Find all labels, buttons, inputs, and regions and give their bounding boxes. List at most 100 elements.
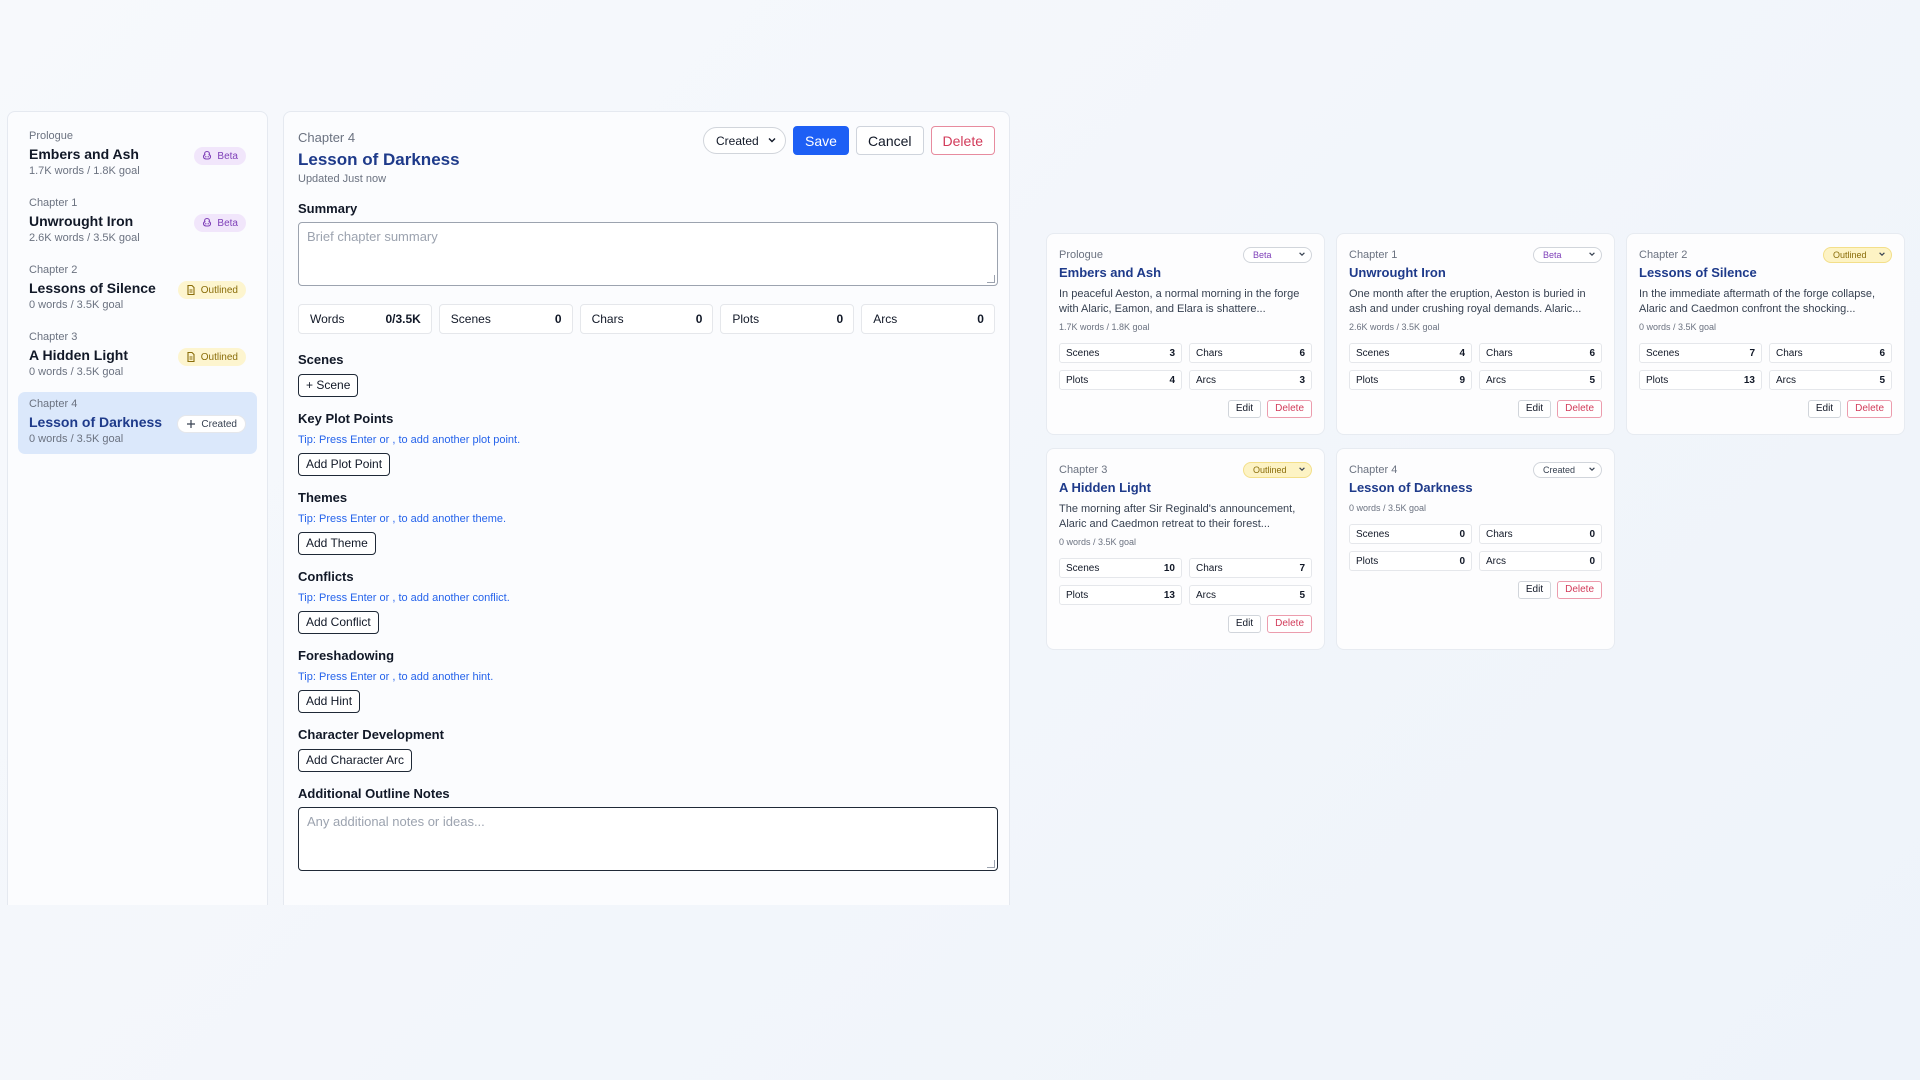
card-edit-button[interactable]: Edit: [1227, 400, 1262, 418]
card-delete-button[interactable]: Delete: [1267, 615, 1312, 633]
card-delete-button[interactable]: Delete: [1557, 400, 1602, 418]
card-delete-button[interactable]: Delete: [1847, 400, 1892, 418]
save-button[interactable]: Save: [793, 126, 849, 155]
stat-value: 0: [1589, 555, 1595, 567]
add-hint-button[interactable]: Add Hint: [298, 690, 361, 713]
card-stat-scenes: Scenes 0: [1349, 524, 1472, 544]
stat-label: Scenes: [450, 312, 491, 326]
foreshadowing-tip: Tip: Press Enter or , to add another hin…: [298, 671, 494, 683]
stat-value: 0: [695, 312, 703, 326]
stat-label: Chars: [1196, 347, 1223, 359]
stat-label: Scenes: [1066, 562, 1100, 574]
stat-plots: Plots 0: [720, 304, 855, 334]
stat-value: 5: [1879, 374, 1885, 386]
card-title: Lesson of Darkness: [1349, 480, 1473, 495]
add-character-arc-button[interactable]: Add Character Arc: [298, 749, 413, 772]
chapter-title: Embers and Ash: [29, 146, 139, 162]
stat-value: 0: [836, 312, 844, 326]
stat-label: Chars: [1196, 562, 1223, 574]
chevron-down-icon: [767, 134, 777, 148]
card-delete-button[interactable]: Delete: [1267, 400, 1312, 418]
stat-label: Arcs: [1486, 374, 1506, 386]
stat-label: Scenes: [1356, 347, 1390, 359]
plot-points-heading: Key Plot Points: [298, 411, 394, 426]
card-stats: Scenes 4 Chars 6 Plots 9 Arcs 5: [1349, 343, 1602, 390]
stat-label: Words: [310, 312, 345, 326]
chapter-label: Chapter 4: [29, 398, 78, 410]
card-stat-plots: Plots 9: [1349, 370, 1472, 390]
card-status-select[interactable]: Beta: [1243, 247, 1312, 263]
stats-row: Words 0/3.5K Scenes 0 Chars 0 Plots 0 Arcs 0: [298, 304, 995, 334]
card-stats: Scenes 7 Chars 6 Plots 13 Arcs 5: [1639, 343, 1892, 390]
sidebar-item-chapter-4[interactable]: Chapter 4 Lesson of Darkness 0 words / 3…: [18, 392, 257, 454]
status-select[interactable]: Created: [703, 127, 787, 154]
card-status-select[interactable]: Outlined: [1243, 462, 1312, 478]
card-stats: Scenes 3 Chars 6 Plots 4 Arcs 3: [1059, 343, 1312, 390]
outline-notes-heading: Additional Outline Notes: [298, 786, 450, 801]
add-plot-point-button[interactable]: Add Plot Point: [298, 453, 391, 476]
card-edit-button[interactable]: Edit: [1517, 581, 1552, 599]
summary-input[interactable]: Brief chapter summary: [298, 222, 998, 286]
word-count: 0 words / 3.5K goal: [29, 433, 124, 445]
card-summary: One month after the eruption, Aeston is …: [1349, 288, 1586, 315]
card-edit-button[interactable]: Edit: [1227, 615, 1262, 633]
themes-tip: Tip: Press Enter or , to add another the…: [298, 513, 507, 525]
card-delete-button[interactable]: Delete: [1557, 581, 1602, 599]
outline-notes-placeholder: Any additional notes or ideas...: [307, 814, 485, 829]
stat-value: 3: [1169, 347, 1175, 359]
stat-value: 3: [1299, 374, 1305, 386]
card-stat-scenes: Scenes 7: [1639, 343, 1762, 363]
chapter-title: Lesson of Darkness: [29, 414, 163, 430]
card-edit-button[interactable]: Edit: [1517, 400, 1552, 418]
delete-button[interactable]: Delete: [930, 126, 995, 155]
card-status-select[interactable]: Outlined: [1823, 247, 1892, 263]
stat-label: Scenes: [1356, 528, 1390, 540]
scenes-heading: Scenes: [298, 352, 344, 367]
stat-value: 13: [1743, 374, 1755, 386]
chapter-label: Chapter 3: [29, 331, 78, 343]
stat-value: 4: [1459, 347, 1465, 359]
word-count: 1.7K words / 1.8K goal: [29, 165, 140, 177]
sidebar-item-chapter-1[interactable]: Chapter 1 Unwrought Iron 2.6K words / 3.…: [18, 191, 257, 253]
chapter-card-chapter-1[interactable]: Chapter 1 Unwrought Iron Beta One month …: [1336, 233, 1615, 435]
stat-value: 6: [1299, 347, 1305, 359]
card-actions: Edit Delete: [1349, 400, 1602, 418]
stat-value: 7: [1749, 347, 1755, 359]
chapter-card-chapter-3[interactable]: Chapter 3 A Hidden Light Outlined The mo…: [1046, 448, 1325, 650]
chevron-down-icon: [1588, 465, 1596, 475]
add-theme-button[interactable]: Add Theme: [298, 532, 376, 555]
card-stat-scenes: Scenes 10: [1059, 558, 1182, 578]
document-icon: [185, 284, 197, 296]
card-actions: Edit Delete: [1059, 400, 1312, 418]
beta-icon: [201, 150, 213, 162]
add-scene-button[interactable]: + Scene: [298, 374, 359, 397]
card-stat-plots: Plots 4: [1059, 370, 1182, 390]
card-word-count: 0 words / 3.5K goal: [1059, 537, 1137, 547]
foreshadowing-heading: Foreshadowing: [298, 648, 395, 663]
chapter-card-prologue[interactable]: Prologue Embers and Ash Beta In peaceful…: [1046, 233, 1325, 435]
plus-icon: [185, 418, 197, 430]
chapter-card-chapter-4[interactable]: Chapter 4 Lesson of Darkness Created 0 w…: [1336, 448, 1615, 650]
add-conflict-button[interactable]: Add Conflict: [298, 611, 379, 634]
outline-notes-input[interactable]: Any additional notes or ideas...: [298, 807, 998, 871]
chapter-card-chapter-2[interactable]: Chapter 2 Lessons of Silence Outlined In…: [1626, 233, 1905, 435]
stat-value: 0: [1459, 528, 1465, 540]
beta-icon: [201, 217, 213, 229]
card-stat-arcs: Arcs 5: [1769, 370, 1892, 390]
card-stat-chars: Chars 6: [1769, 343, 1892, 363]
sidebar-item-prologue[interactable]: Prologue Embers and Ash 1.7K words / 1.8…: [18, 124, 257, 186]
stat-label: Chars: [591, 312, 624, 326]
cancel-button[interactable]: Cancel: [855, 126, 924, 155]
chapter-title: Lessons of Silence: [29, 280, 156, 296]
stat-value: 0: [1459, 555, 1465, 567]
card-edit-button[interactable]: Edit: [1807, 400, 1842, 418]
card-status-select[interactable]: Created: [1533, 462, 1602, 478]
sidebar-item-chapter-2[interactable]: Chapter 2 Lessons of Silence 0 words / 3…: [18, 258, 257, 320]
status-badge: Created: [177, 415, 246, 433]
card-status-select[interactable]: Beta: [1533, 247, 1602, 263]
card-status-value: Created: [1543, 465, 1576, 475]
card-word-count: 0 words / 3.5K goal: [1639, 322, 1717, 332]
card-status-value: Beta: [1543, 250, 1562, 260]
card-chapter-label: Chapter 2: [1639, 249, 1688, 261]
sidebar-item-chapter-3[interactable]: Chapter 3 A Hidden Light 0 words / 3.5K …: [18, 325, 257, 387]
